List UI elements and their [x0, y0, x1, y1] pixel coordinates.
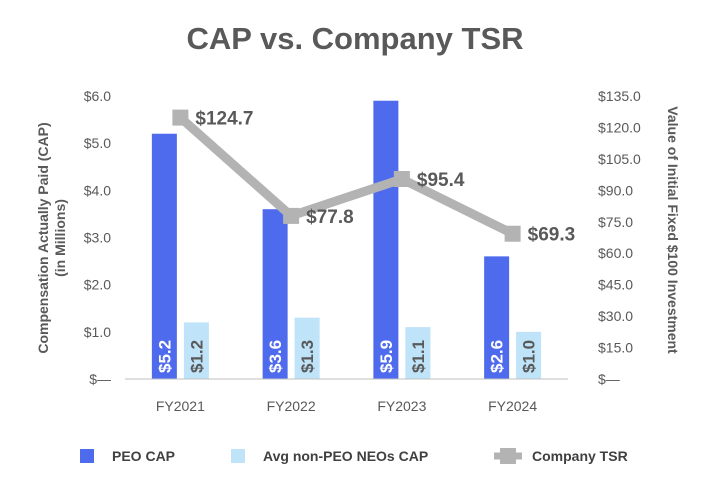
x-tick-label: FY2023 — [377, 398, 426, 414]
x-axis-ticks: FY2021 FY2022 FY2023 FY2024 — [156, 398, 537, 414]
peo-cap-data-label: $5.9 — [377, 340, 396, 373]
peo-cap-bar — [484, 256, 510, 379]
neo-cap-bar — [405, 327, 431, 379]
tsr-data-label: $124.7 — [195, 109, 253, 130]
right-tick-label: $120.0 — [598, 119, 641, 135]
right-axis-title: Value of Initial Fixed $100 Investment — [665, 106, 681, 354]
left-tick-label: $4.0 — [84, 182, 111, 198]
left-tick-label: $6.0 — [84, 88, 111, 104]
tsr-marker — [283, 207, 300, 224]
legend-label: Company TSR — [532, 448, 628, 464]
neo-cap-bar — [516, 331, 542, 379]
peo-cap-data-label: $5.2 — [155, 340, 174, 373]
tsr-data-label: $95.4 — [417, 170, 465, 191]
tsr-data-label: $77.8 — [306, 207, 354, 228]
left-axis-title: Compensation Actually Paid (CAP) — [35, 122, 51, 353]
neo-cap-data-label: $1.1 — [409, 340, 428, 373]
right-tick-label: $60.0 — [598, 245, 633, 261]
tsr-line-series: $124.7 $77.8 $95.4 $69.3 — [172, 109, 575, 246]
tsr-marker — [393, 171, 410, 188]
right-tick-label: $75.0 — [598, 214, 633, 230]
x-tick-label: FY2022 — [267, 398, 316, 414]
right-tick-label: $105.0 — [598, 151, 641, 167]
x-tick-label: FY2021 — [156, 398, 205, 414]
left-tick-label: $2.0 — [84, 277, 111, 293]
legend-marker-swatch — [500, 448, 516, 464]
neo-cap-bar — [183, 322, 209, 379]
right-tick-label: $— — [598, 371, 620, 387]
right-tick-label: $15.0 — [598, 340, 633, 356]
right-tick-label: $45.0 — [598, 277, 633, 293]
tsr-marker — [504, 225, 521, 242]
peo-cap-data-label: $3.6 — [266, 340, 285, 373]
legend-label: Avg non-PEO NEOs CAP — [263, 448, 428, 464]
peo-cap-data-label: $2.6 — [488, 340, 507, 373]
neo-cap-data-label: $1.3 — [298, 340, 317, 373]
left-axis-title-units: (in Millions) — [52, 199, 68, 277]
peo-cap-bar — [151, 133, 177, 379]
neo-cap-bar — [294, 317, 320, 379]
peo-cap-bar — [262, 209, 288, 379]
neo-cap-data-label: $1.0 — [520, 340, 539, 373]
left-tick-label: $3.0 — [84, 230, 111, 246]
legend-label: PEO CAP — [112, 448, 175, 464]
neo-cap-data-label: $1.2 — [187, 340, 206, 373]
right-tick-label: $30.0 — [598, 308, 633, 324]
legend-swatch — [231, 449, 245, 463]
chart-title: CAP vs. Company TSR — [186, 21, 523, 56]
left-tick-label: $5.0 — [84, 135, 111, 151]
left-axis-ticks: $— $1.0 $2.0 $3.0 $4.0 $5.0 $6.0 — [84, 88, 111, 387]
tsr-data-label: $69.3 — [528, 225, 576, 246]
peo-cap-bar — [373, 100, 399, 379]
legend: PEO CAP Avg non-PEO NEOs CAP Company TSR — [80, 448, 628, 464]
right-tick-label: $90.0 — [598, 182, 633, 198]
bar-series: $5.2 $1.2 $3.6 $1.3 $5.9 $1.1 $2.6 $1.0 — [151, 100, 542, 379]
legend-swatch — [80, 449, 94, 463]
tsr-marker — [172, 109, 189, 126]
tsr-line — [177, 114, 515, 238]
x-tick-label: FY2024 — [488, 398, 537, 414]
right-axis-ticks: $— $15.0 $30.0 $45.0 $60.0 $75.0 $90.0 $105.0 $1… — [598, 88, 641, 387]
right-tick-label: $135.0 — [598, 88, 641, 104]
left-tick-label: $— — [89, 371, 111, 387]
left-tick-label: $1.0 — [84, 324, 111, 340]
